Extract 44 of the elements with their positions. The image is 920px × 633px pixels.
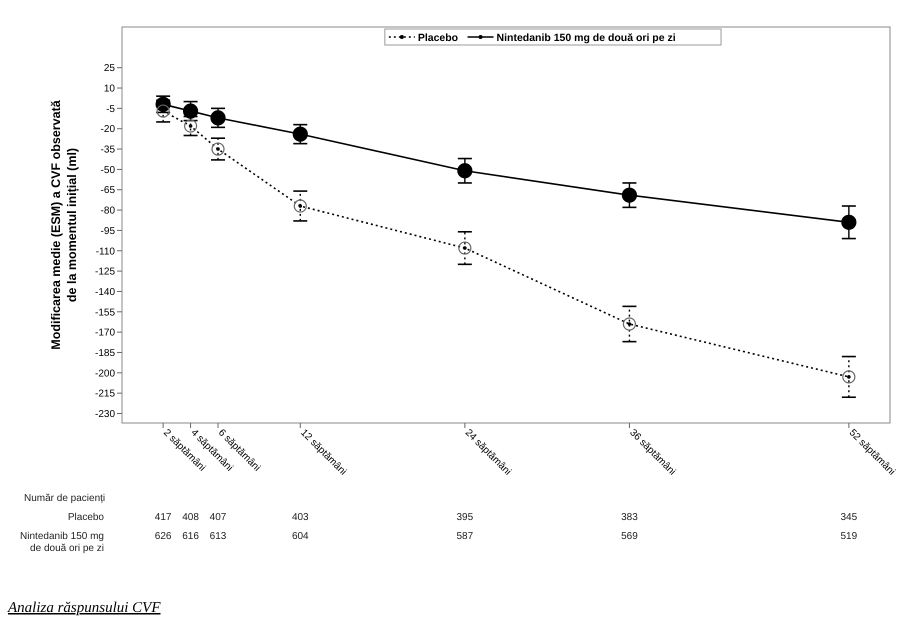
text: 519 xyxy=(840,531,858,542)
text: 604 xyxy=(292,531,310,542)
text: 626 xyxy=(154,531,172,542)
point xyxy=(841,214,856,230)
text: Nintedanib 150 mg de două ori pe zi xyxy=(20,531,104,554)
y-tick-label: -170 xyxy=(94,328,116,339)
y-tick-label: -50 xyxy=(100,164,116,176)
point xyxy=(622,188,638,203)
y-axis-title: Modificarea medie (ESM) a CVF observată de la momentul inițial (ml) xyxy=(49,99,79,350)
y-tick-label: -140 xyxy=(94,286,116,298)
y-tick-label: 25 xyxy=(104,63,116,74)
y-tick-label: -200 xyxy=(94,368,116,380)
text: Analiza răspunsului CVF xyxy=(7,600,162,616)
point xyxy=(457,163,472,178)
y-tick-label: -80 xyxy=(100,206,116,217)
text: 587 xyxy=(456,531,474,542)
text: 407 xyxy=(210,512,227,523)
text: 395 xyxy=(456,512,474,523)
y-tick-label: -5 xyxy=(106,104,116,115)
y-tick-label: -185 xyxy=(94,348,116,359)
text: 403 xyxy=(292,512,310,523)
y-tick-label: -95 xyxy=(100,226,116,237)
y-tick-label: -155 xyxy=(94,307,116,318)
y-tick-label: -35 xyxy=(100,144,116,156)
text: 417 xyxy=(154,512,172,523)
text: 616 xyxy=(182,531,200,542)
y-tick-label: 10 xyxy=(104,84,116,95)
point xyxy=(210,110,226,126)
legend-label: Placebo xyxy=(418,32,458,44)
y-tick-label: -125 xyxy=(94,266,116,278)
text: Număr de pacienți xyxy=(24,493,106,504)
text: 569 xyxy=(621,531,638,542)
legend-label: Nintedanib 150 mg de două ori pe zi xyxy=(496,32,676,44)
y-tick-label: -230 xyxy=(94,409,116,420)
y-tick-label: -110 xyxy=(96,246,116,258)
y-tick-label: -65 xyxy=(100,185,116,196)
y-tick-label: -215 xyxy=(94,388,116,400)
text: 383 xyxy=(621,512,638,523)
text: 345 xyxy=(840,512,858,523)
y-tick-label: -20 xyxy=(100,124,116,136)
point xyxy=(292,126,308,142)
text: Placebo xyxy=(68,512,104,523)
text: 613 xyxy=(210,531,227,542)
text: 408 xyxy=(182,512,200,523)
